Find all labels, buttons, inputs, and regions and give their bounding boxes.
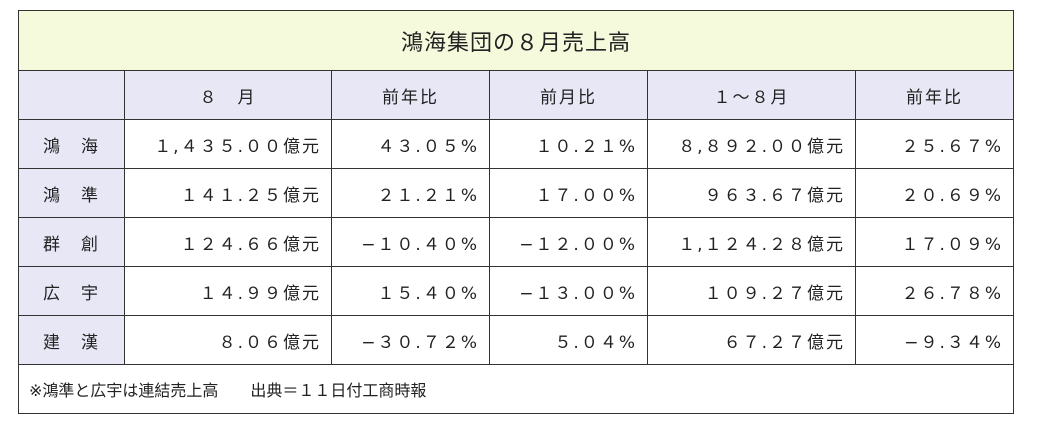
value-cell: １,４３５.００億元 <box>124 119 332 169</box>
value-cell: １,１２４.２８億元 <box>647 217 856 267</box>
value-cell: １２４.６６億元 <box>124 217 332 267</box>
value-cell: ２１.２１% <box>331 168 490 218</box>
data-row: 群 創 １２４.６６億元 −１０.４０% −１２.００% １,１２４.２８億元 １７.０９… <box>18 217 1015 267</box>
data-row: 鴻 海 １,４３５.００億元 ４３.０５% １０.２１% ８,８９２.００億元 ２５.６７… <box>18 119 1015 169</box>
value-cell: −１３.００% <box>489 266 648 316</box>
value-cell: ８,８９２.００億元 <box>647 119 856 169</box>
value-cell: −３０.７２% <box>331 315 490 365</box>
value-cell: １７.００% <box>489 168 648 218</box>
company-name: 建 漢 <box>18 315 125 365</box>
value-cell: １５.４０% <box>331 266 490 316</box>
value-cell: ４３.０５% <box>331 119 490 169</box>
data-row: 広 宇 １４.９９億元 １５.４０% −１３.００% １０９.２７億元 ２６.７８% <box>18 266 1015 316</box>
value-cell: ２６.７８% <box>854 266 1015 316</box>
header-cell: １〜８月 <box>647 70 856 120</box>
value-cell: −１０.４０% <box>331 217 490 267</box>
value-cell: ８.０６億元 <box>124 315 332 365</box>
value-cell: １０.２１% <box>489 119 648 169</box>
header-cell: 前月比 <box>489 70 648 120</box>
table-title: 鴻海集団の８月売上高 <box>17 10 1015 71</box>
table-body: 鴻海集団の８月売上高 ８ 月前年比 前月比 １〜８月 前年比鴻 海 １,４３５.００億元… <box>17 10 1015 414</box>
company-name: 群 創 <box>18 217 125 267</box>
note-row: ※鴻準と広宇は連結売上高 出典＝１１日付工商時報 <box>17 364 1015 414</box>
value-cell: ２０.６９% <box>854 168 1015 218</box>
value-cell: １７.０９% <box>854 217 1015 267</box>
header-row: ８ 月前年比 前月比 １〜８月 前年比 <box>18 70 1015 120</box>
value-cell: −９.３４% <box>854 315 1015 365</box>
value-cell: ５.０４% <box>489 315 648 365</box>
header-cell: ８ 月 <box>124 70 332 120</box>
data-row: 鴻 準 １４１.２５億元 ２１.２１% １７.００% ９６３.６７億元 ２０.６９% <box>18 168 1015 218</box>
header-cell: 前年比 <box>331 70 490 120</box>
header-cell: 前年比 <box>854 70 1015 120</box>
value-cell: １４.９９億元 <box>124 266 332 316</box>
value-cell: −１２.００% <box>489 217 648 267</box>
company-name: 鴻 準 <box>18 168 125 218</box>
data-row: 建 漢 ８.０６億元 −３０.７２% ５.０４% ６７.２７億元 −９.３４% <box>18 315 1015 365</box>
note: ※鴻準と広宇は連結売上高 出典＝１１日付工商時報 <box>17 364 1015 414</box>
value-cell: ６７.２７億元 <box>647 315 856 365</box>
company-name: 広 宇 <box>18 266 125 316</box>
value-cell: １０９.２７億元 <box>647 266 856 316</box>
sales-table: 鴻海集団の８月売上高 ８ 月前年比 前月比 １〜８月 前年比鴻 海 １,４３５.００億元… <box>17 10 1015 414</box>
header-cell <box>18 70 125 120</box>
value-cell: １４１.２５億元 <box>124 168 332 218</box>
company-name: 鴻 海 <box>18 119 125 169</box>
value-cell: ２５.６７% <box>854 119 1015 169</box>
title-row: 鴻海集団の８月売上高 <box>17 10 1015 71</box>
value-cell: ９６３.６７億元 <box>647 168 856 218</box>
